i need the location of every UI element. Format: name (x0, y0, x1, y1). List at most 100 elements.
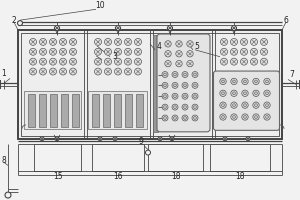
Circle shape (250, 48, 257, 55)
Circle shape (184, 117, 186, 119)
Circle shape (29, 68, 37, 75)
Circle shape (162, 82, 168, 88)
Circle shape (255, 104, 257, 107)
Circle shape (194, 117, 196, 119)
Circle shape (192, 72, 198, 77)
Circle shape (253, 90, 259, 96)
Circle shape (220, 48, 227, 55)
Circle shape (264, 114, 270, 120)
Circle shape (104, 68, 112, 75)
Circle shape (29, 48, 37, 55)
Bar (21, 33, 279, 136)
Circle shape (40, 38, 46, 45)
Circle shape (172, 93, 178, 99)
Circle shape (241, 38, 248, 45)
Circle shape (184, 73, 186, 76)
Circle shape (231, 114, 237, 120)
Text: 18: 18 (171, 172, 181, 181)
Circle shape (94, 58, 101, 65)
Bar (92, 144, 144, 171)
Circle shape (260, 38, 268, 45)
Circle shape (220, 114, 226, 120)
Circle shape (187, 51, 193, 57)
Circle shape (40, 68, 46, 75)
Bar (24, 91, 81, 129)
Circle shape (146, 150, 151, 155)
Circle shape (182, 72, 188, 77)
Circle shape (222, 104, 224, 107)
Circle shape (115, 68, 122, 75)
Circle shape (134, 58, 142, 65)
Circle shape (232, 80, 236, 83)
Circle shape (162, 93, 168, 99)
Circle shape (59, 38, 67, 45)
Bar (18, 30, 282, 139)
Circle shape (231, 90, 237, 96)
Text: 7: 7 (290, 70, 294, 79)
Circle shape (182, 115, 188, 121)
Circle shape (40, 48, 46, 55)
Circle shape (266, 104, 268, 107)
Circle shape (192, 82, 198, 88)
Circle shape (50, 68, 56, 75)
Circle shape (232, 26, 236, 31)
FancyBboxPatch shape (214, 71, 280, 130)
Bar (72, 94, 79, 127)
Circle shape (253, 114, 259, 120)
Text: 16: 16 (113, 172, 123, 181)
Circle shape (172, 82, 178, 88)
Bar (125, 94, 132, 127)
Circle shape (134, 68, 142, 75)
Circle shape (242, 90, 248, 96)
Circle shape (124, 38, 131, 45)
Circle shape (231, 78, 237, 85)
Bar (61, 94, 68, 127)
Text: 5: 5 (195, 42, 200, 51)
Circle shape (176, 51, 182, 57)
Circle shape (165, 41, 171, 47)
Circle shape (220, 78, 226, 85)
Bar (136, 94, 143, 127)
Circle shape (124, 68, 131, 75)
Text: 4: 4 (157, 42, 161, 51)
Circle shape (59, 58, 67, 65)
Circle shape (162, 72, 168, 77)
Circle shape (220, 102, 226, 108)
Bar (39, 94, 46, 127)
Circle shape (174, 84, 176, 87)
Circle shape (232, 116, 236, 118)
Circle shape (264, 102, 270, 108)
Text: 1: 1 (2, 69, 6, 78)
Circle shape (222, 80, 224, 83)
Circle shape (104, 58, 112, 65)
Circle shape (94, 38, 101, 45)
Circle shape (174, 95, 176, 98)
Bar (148, 144, 203, 171)
Circle shape (104, 38, 112, 45)
Circle shape (70, 48, 76, 55)
Circle shape (266, 92, 268, 95)
Circle shape (244, 92, 246, 95)
Circle shape (250, 58, 257, 65)
Bar (103, 94, 110, 127)
Circle shape (230, 58, 238, 65)
Circle shape (40, 58, 46, 65)
Circle shape (94, 68, 101, 75)
Bar (34, 144, 81, 171)
Circle shape (50, 48, 56, 55)
Bar (28, 94, 35, 127)
Circle shape (172, 115, 178, 121)
Circle shape (182, 93, 188, 99)
Circle shape (5, 192, 11, 198)
Circle shape (134, 38, 142, 45)
Text: 10: 10 (95, 1, 105, 10)
Circle shape (220, 90, 226, 96)
Bar (88, 91, 147, 129)
Circle shape (162, 104, 168, 110)
Circle shape (50, 58, 56, 65)
Circle shape (194, 73, 196, 76)
Circle shape (244, 116, 246, 118)
Circle shape (115, 48, 122, 55)
Circle shape (113, 137, 117, 141)
Bar (50, 94, 57, 127)
